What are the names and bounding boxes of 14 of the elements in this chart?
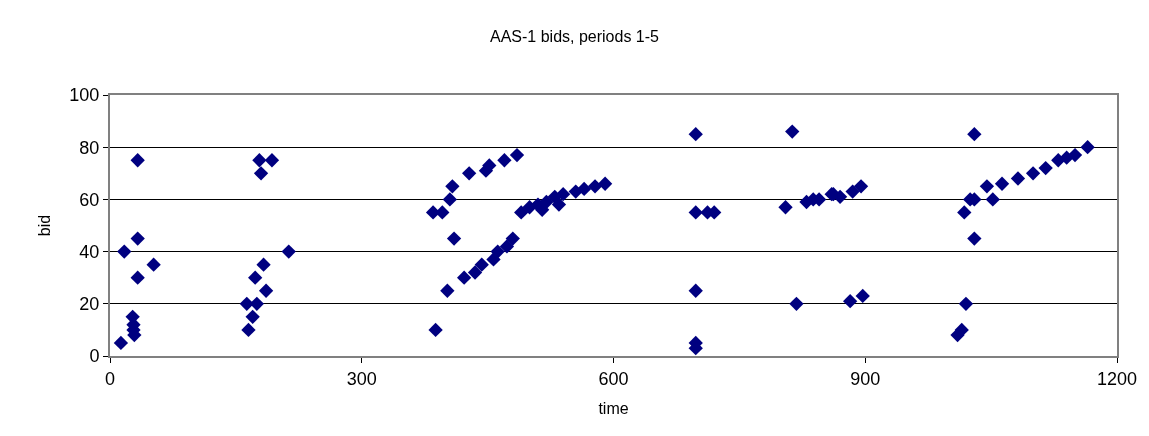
x-tick-label: 900 xyxy=(850,368,881,389)
x-axis-title: time xyxy=(598,399,629,417)
y-tick-label: 20 xyxy=(79,294,100,315)
x-tick-label: 0 xyxy=(104,368,116,389)
x-tick-label: 1200 xyxy=(1096,368,1138,389)
x-tick-label: 300 xyxy=(346,368,377,389)
y-tick-label: 0 xyxy=(89,346,100,367)
y-tick-label: 100 xyxy=(69,85,100,106)
y-tick-label: 60 xyxy=(79,189,100,210)
y-tick-label: 80 xyxy=(79,137,100,158)
x-tick-label: 600 xyxy=(598,368,629,389)
y-axis-title: bid xyxy=(35,214,53,237)
y-tick-label: 40 xyxy=(79,241,100,262)
chart-title: AAS-1 bids, periods 1-5 xyxy=(490,27,660,45)
